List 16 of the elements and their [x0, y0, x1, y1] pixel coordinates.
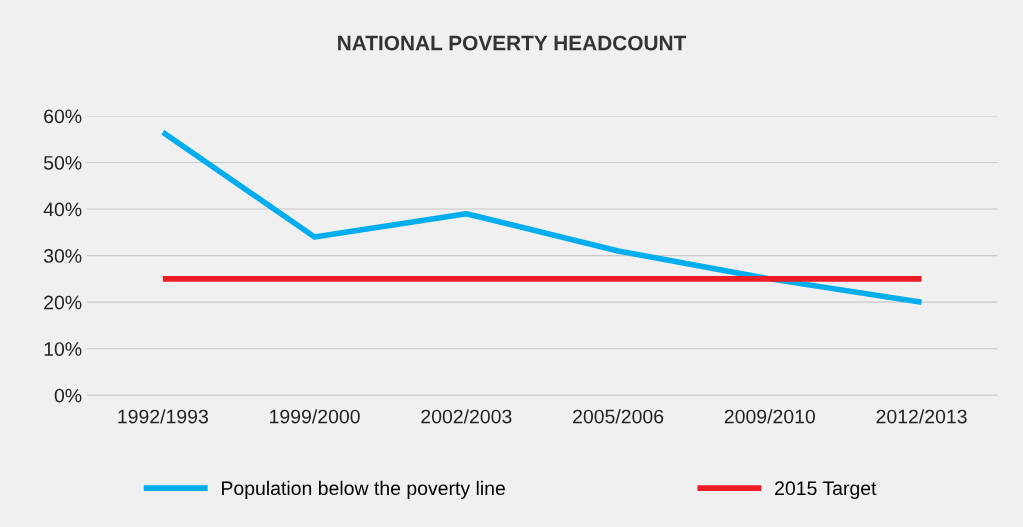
x-tick-label: 2012/2013 — [876, 409, 967, 424]
x-tick-label: 1992/1993 — [118, 409, 208, 424]
y-tick-label: 20% — [44, 295, 82, 310]
y-tick-label: 0% — [54, 388, 82, 403]
x-tick-label: 1999/2000 — [270, 409, 360, 424]
legend-label: 2015 Target — [775, 481, 877, 499]
x-tick-label: 2009/2010 — [724, 409, 816, 424]
x-tick-label: 2002/2003 — [421, 409, 512, 424]
y-tick-label: 30% — [43, 249, 82, 263]
chart-title: NATIONAL POVERTY HEADCOUNT — [338, 35, 687, 51]
y-tick-label: 60% — [44, 109, 82, 124]
y-tick-label: 50% — [43, 155, 82, 170]
x-tick-label: 2005/2006 — [573, 409, 664, 424]
y-tick-label: 40% — [43, 202, 82, 217]
legend-label: Population below the poverty line — [222, 480, 505, 499]
y-tick-label: 10% — [44, 342, 82, 356]
